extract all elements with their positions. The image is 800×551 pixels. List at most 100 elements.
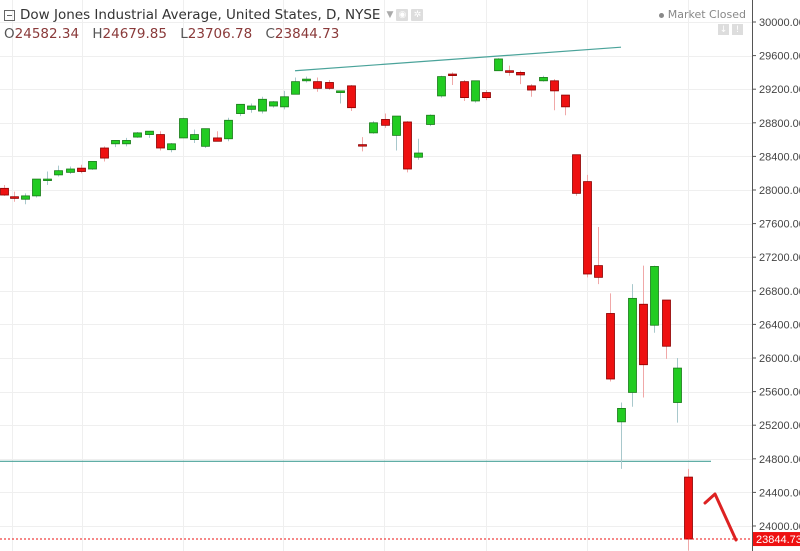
candle	[280, 90, 289, 110]
price-tick-label: 28800.00	[759, 118, 800, 130]
candle	[236, 103, 245, 117]
last-price-label: 23844.73	[756, 534, 800, 546]
candle	[662, 299, 671, 359]
candle	[54, 165, 63, 177]
market-status: Market Closed	[658, 8, 746, 21]
chart-grid	[0, 0, 752, 551]
candle	[628, 284, 637, 407]
price-tick-label: 29200.00	[759, 84, 800, 96]
candle	[347, 85, 356, 112]
candle	[302, 76, 311, 83]
candle	[111, 140, 120, 148]
candle	[505, 65, 514, 76]
candle	[606, 293, 615, 382]
candle	[21, 193, 30, 205]
price-tick-label: 26400.00	[759, 319, 800, 331]
price-tick-label: 24800.00	[759, 454, 800, 466]
candle	[426, 114, 435, 127]
candle	[673, 358, 682, 423]
price-tick-label: 25600.00	[759, 387, 800, 399]
candle	[32, 178, 41, 198]
candle	[0, 184, 9, 196]
candle	[448, 72, 457, 85]
candle	[88, 161, 97, 170]
scale-buttons: ↓ !	[718, 24, 743, 35]
candle	[639, 265, 648, 398]
candle	[190, 129, 199, 143]
price-tick-label: 25200.00	[759, 420, 800, 432]
candle	[650, 265, 659, 333]
candle	[414, 138, 423, 160]
candle	[325, 79, 334, 91]
candle	[381, 113, 390, 128]
trendline[interactable]	[294, 46, 622, 72]
price-tick-label: 26800.00	[759, 286, 800, 298]
price-axis[interactable]: 30000.00 29600.00 29200.00 28800.00 28400.00…	[752, 17, 800, 547]
price-tick-label: 27600.00	[759, 219, 800, 231]
low-value: L23706.78	[180, 26, 253, 42]
candle	[100, 146, 109, 162]
candle	[66, 166, 75, 175]
candle	[684, 468, 693, 551]
price-tick-label: 28000.00	[759, 185, 800, 197]
candle	[201, 128, 210, 148]
candle	[10, 191, 19, 202]
candle	[167, 142, 176, 153]
candle	[224, 117, 233, 142]
price-tick-label: 24400.00	[759, 487, 800, 499]
chart-legend-title: Dow Jones Industrial Average, United Sta…	[4, 7, 424, 23]
price-tick-label: 30000.00	[759, 17, 800, 29]
candle	[482, 90, 491, 101]
price-tick-label: 29600.00	[759, 51, 800, 63]
candle	[213, 131, 222, 142]
candle	[392, 115, 401, 151]
collapse-legend-button[interactable]	[4, 9, 15, 21]
candle	[179, 117, 188, 139]
candle	[527, 84, 536, 97]
candlesticks	[0, 58, 693, 551]
candle	[269, 100, 278, 108]
candle	[539, 75, 548, 82]
price-tick-label: 28400.00	[759, 151, 800, 163]
candle	[550, 79, 559, 111]
candle	[258, 96, 267, 114]
close-value: C23844.73	[265, 26, 340, 42]
arrow-down-icon[interactable]: ↓	[718, 24, 729, 35]
candle	[594, 226, 603, 285]
status-dot-icon	[658, 12, 664, 18]
price-tick-label: 27200.00	[759, 252, 800, 264]
candle	[437, 75, 446, 98]
candle	[572, 154, 581, 196]
candle	[313, 77, 322, 92]
chevron-down-icon[interactable]: ▼	[386, 10, 394, 20]
candle	[336, 90, 345, 104]
candle	[460, 79, 469, 101]
candle	[516, 70, 525, 85]
candle	[369, 121, 378, 134]
candle	[617, 402, 626, 469]
candle	[122, 137, 131, 147]
trendlines[interactable]	[0, 46, 711, 462]
symbol-title[interactable]: Dow Jones Industrial Average, United Sta…	[20, 7, 381, 23]
gear-icon[interactable]: ✲	[411, 9, 424, 21]
candle	[471, 80, 480, 103]
eye-icon[interactable]: ◉	[396, 9, 409, 21]
last-price-tag	[753, 532, 800, 547]
open-value: O24582.34	[4, 26, 80, 42]
freehand-arrow-annotation[interactable]	[703, 492, 738, 542]
candle	[247, 103, 256, 113]
candle	[494, 58, 503, 72]
exclamation-icon[interactable]: !	[732, 24, 743, 35]
candle	[561, 94, 570, 116]
ohlc-values: O24582.34 H24679.85 L23706.78 C23844.73	[4, 26, 348, 42]
candle	[43, 171, 52, 185]
candle	[403, 121, 412, 173]
candle	[133, 132, 142, 138]
high-value: H24679.85	[92, 26, 167, 42]
candle	[291, 77, 300, 95]
price-tick-label: 24000.00	[759, 521, 800, 533]
candle	[156, 131, 165, 151]
candle	[583, 174, 592, 278]
candle	[77, 164, 86, 174]
